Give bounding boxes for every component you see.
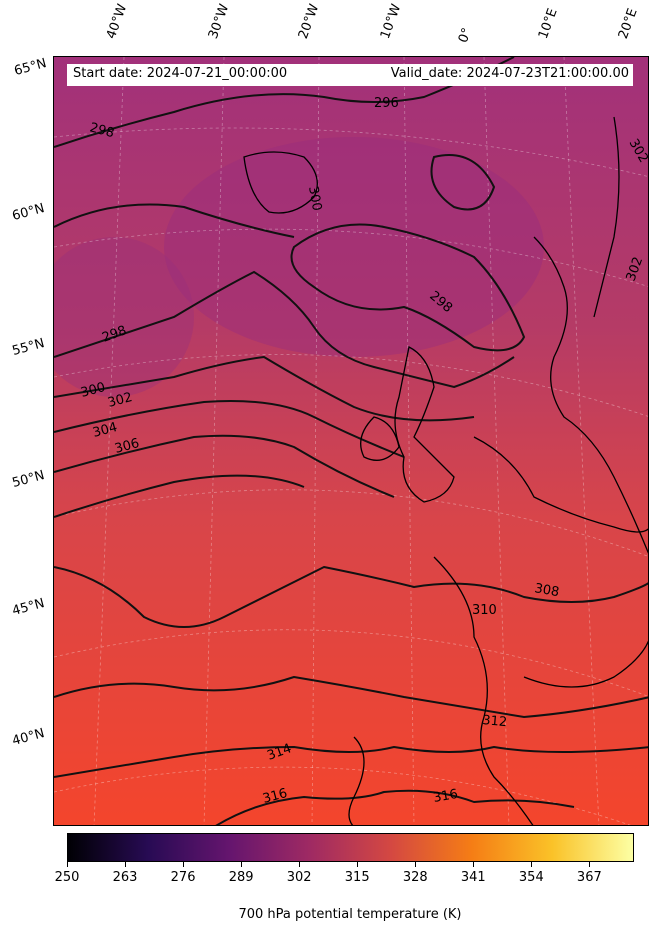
graticule (54, 57, 648, 825)
longitude-label: 10°W (377, 2, 405, 41)
contour-label: 302 (106, 390, 134, 411)
colorbar-tick-label: 354 (518, 870, 544, 885)
latitude-label: 60°N (10, 201, 47, 224)
longitude-label: 30°W (205, 2, 233, 41)
contour-label: 300 (79, 380, 107, 401)
latitude-label: 40°N (10, 726, 47, 749)
latitude-label: 45°N (10, 596, 47, 619)
longitude-label: 20°E (615, 6, 641, 42)
header-box (67, 64, 633, 86)
coastlines (243, 116, 648, 825)
colorbar-title: 700 hPa potential temperature (K) (238, 907, 462, 922)
colorbar-tick-label: 315 (344, 870, 370, 885)
colorbar-tick (473, 862, 475, 867)
contour-label: 316 (432, 787, 459, 806)
colorbar-tick (125, 862, 127, 867)
colorbar-tick-label: 341 (460, 870, 486, 885)
colorbar-tick (241, 862, 243, 867)
latitude-label: 50°N (10, 468, 47, 491)
contour-label: 306 (113, 436, 141, 457)
longitude-label: 10°E (535, 6, 561, 42)
contour-label: 310 (472, 603, 497, 618)
contour-label: 316 (261, 786, 289, 807)
contour-label: 308 (533, 581, 560, 600)
colorbar-tick (415, 862, 417, 867)
contour-label: 296 (374, 96, 399, 111)
contour-label: 312 (482, 713, 508, 730)
latitude-label: 55°N (10, 336, 47, 359)
contour-label: 304 (91, 420, 119, 441)
temperature-field (54, 57, 648, 825)
contour-label: 300 (305, 185, 324, 212)
colorbar-tick-label: 367 (576, 870, 602, 885)
colorbar-tick-label: 276 (170, 870, 196, 885)
longitude-label: 0° (455, 25, 476, 45)
colorbar-tick-label: 302 (286, 870, 312, 885)
colorbar-tick (299, 862, 301, 867)
longitude-label: 40°W (103, 2, 131, 41)
colorbar-tick-label: 328 (402, 870, 428, 885)
colorbar-tick (531, 862, 533, 867)
longitude-label: 20°W (295, 2, 323, 41)
colorbar (67, 833, 634, 862)
cold-region (54, 237, 194, 397)
colorbar-tick (357, 862, 359, 867)
colorbar-tick (67, 862, 68, 867)
cold-region (164, 137, 544, 357)
colorbar-tick-label: 250 (54, 870, 80, 885)
colorbar-tick-label: 289 (228, 870, 254, 885)
start-date-label: Start date: 2024-07-21_00:00:00 (73, 66, 288, 81)
valid-date-label: Valid_date: 2024-07-23T21:00:00.00 (390, 66, 629, 81)
colorbar-tick (589, 862, 591, 867)
colorbar-tick-label: 263 (112, 870, 138, 885)
contour-label: 298 (88, 120, 116, 141)
map-panel: 296 298 300 302 298 298 300 302 304 306 308 310 312 3… (53, 56, 649, 826)
latitude-label: 65°N (12, 56, 49, 79)
contours (54, 57, 648, 825)
colorbar-tick (183, 862, 185, 867)
